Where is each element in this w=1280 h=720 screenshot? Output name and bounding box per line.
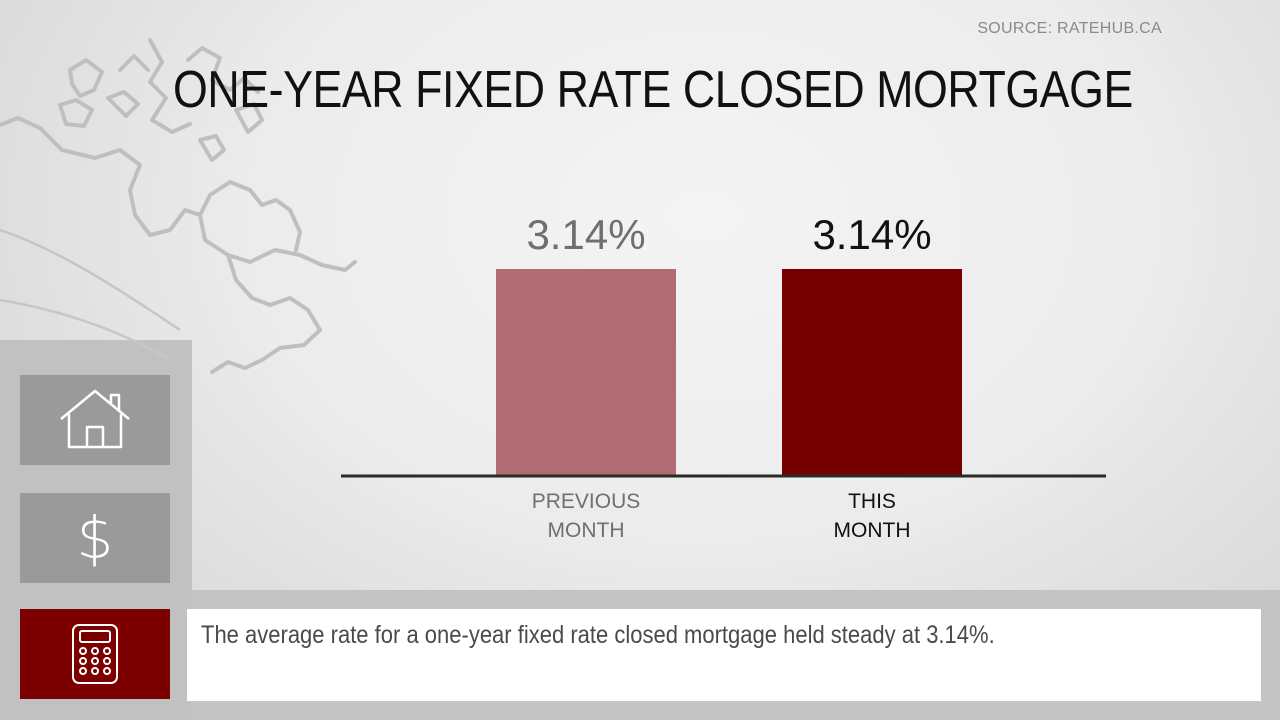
calculator-icon xyxy=(72,624,118,684)
bar-this-month xyxy=(782,269,962,475)
chart-title: ONE-YEAR FIXED RATE CLOSED MORTGAGE xyxy=(173,61,1133,119)
source-label: SOURCE: RATEHUB.CA xyxy=(977,20,1162,37)
bar-chart: 3.14% PREVIOUS MONTH 3.14% THIS MONTH xyxy=(341,211,1106,542)
calculator-tile xyxy=(20,609,170,699)
bar-previous-month xyxy=(496,269,676,475)
caption-text: The average rate for a one-year fixed ra… xyxy=(201,621,995,649)
dollar-icon: $ xyxy=(76,504,114,572)
category-label-previous-month: PREVIOUS MONTH xyxy=(532,490,641,542)
category-label-this-month: THIS MONTH xyxy=(834,490,911,542)
house-icon xyxy=(60,389,130,449)
house-tile xyxy=(20,375,170,465)
caption-box: The average rate for a one-year fixed ra… xyxy=(187,609,1261,701)
value-label-this-month: 3.14% xyxy=(812,211,931,258)
value-label-previous-month: 3.14% xyxy=(526,211,645,258)
dollar-tile: $ xyxy=(20,493,170,583)
canada-map-illustration xyxy=(0,38,357,374)
